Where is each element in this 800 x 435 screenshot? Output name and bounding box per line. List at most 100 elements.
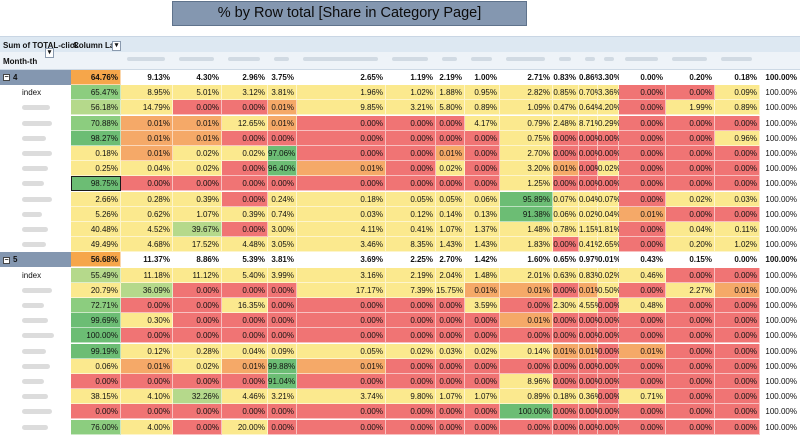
value-cell[interactable]: 97.06% <box>268 146 297 161</box>
value-cell[interactable]: 0.01% <box>121 130 173 146</box>
value-cell[interactable]: 0.01% <box>465 282 500 298</box>
value-cell[interactable]: 1.25% <box>500 176 553 192</box>
value-cell[interactable]: 0.00% <box>465 404 500 420</box>
value-cell[interactable]: 0.00% <box>579 313 602 329</box>
value-cell[interactable]: 0.03% <box>715 191 760 207</box>
value-cell[interactable]: 0.00% <box>386 313 436 329</box>
value-cell[interactable]: 0.89% <box>465 100 500 116</box>
value-cell[interactable]: 0.00% <box>297 313 386 329</box>
value-cell[interactable]: 0.00% <box>436 419 465 435</box>
row-total-cell[interactable]: 100.00% <box>760 146 800 161</box>
table-row[interactable]: 76.00% 4.00% 0.00% 20.00% 0.00% 0.00% 0.00% 0.0… <box>0 419 800 435</box>
value-cell[interactable]: 20.00% <box>222 419 268 435</box>
value-cell[interactable]: 70.88% <box>71 115 121 131</box>
value-cell[interactable]: 0.02% <box>598 267 621 283</box>
value-cell[interactable]: 0.02% <box>173 146 222 161</box>
value-cell[interactable]: 0.00% <box>553 313 579 329</box>
value-cell[interactable]: 0.01% <box>500 282 553 298</box>
value-cell[interactable]: 91.38% <box>500 206 553 222</box>
value-cell[interactable]: 0.00% <box>297 115 386 131</box>
value-cell[interactable]: 0.00% <box>619 176 666 192</box>
row-label[interactable] <box>0 237 71 252</box>
value-cell[interactable]: 0.00% <box>297 419 386 435</box>
value-cell[interactable]: 0.04% <box>222 343 268 359</box>
value-cell[interactable]: 0.02% <box>598 161 621 177</box>
value-cell[interactable]: 1.37% <box>465 222 500 237</box>
value-cell[interactable]: 0.04% <box>579 191 602 207</box>
value-cell[interactable]: 0.00% <box>619 115 666 131</box>
group-label[interactable]: −5 <box>0 252 71 267</box>
value-cell[interactable]: 1.02% <box>386 85 436 101</box>
row-label[interactable] <box>0 420 71 435</box>
value-cell[interactable]: 0.03% <box>297 206 386 222</box>
value-cell[interactable]: 0.00% <box>619 313 666 329</box>
value-cell[interactable]: 0.00% <box>465 176 500 192</box>
table-row[interactable]: 72.71% 0.00% 0.00% 16.35% 0.00% 0.00% 0.00% 0.0… <box>0 298 800 313</box>
value-cell[interactable]: 0.00% <box>297 146 386 161</box>
value-cell[interactable]: 0.00% <box>666 130 715 146</box>
row-label[interactable] <box>0 131 71 146</box>
value-cell[interactable]: 0.00% <box>222 313 268 329</box>
value-cell[interactable]: 0.00% <box>579 404 602 420</box>
table-row[interactable]: 38.15% 4.10% 32.26% 4.46% 3.21% 3.74% 9.80% 1.0… <box>0 389 800 405</box>
value-cell[interactable]: 0.00% <box>598 404 621 420</box>
value-cell[interactable]: 0.00% <box>386 404 436 420</box>
value-cell[interactable]: 11.18% <box>121 267 173 283</box>
row-total-cell[interactable]: 100.00% <box>760 313 800 329</box>
value-cell[interactable]: 0.12% <box>386 206 436 222</box>
value-cell[interactable]: 0.15% <box>666 252 715 268</box>
value-cell[interactable]: 0.00% <box>715 358 760 374</box>
value-cell[interactable]: 0.04% <box>666 222 715 237</box>
value-cell[interactable]: 0.05% <box>297 343 386 359</box>
value-cell[interactable]: 0.00% <box>619 374 666 389</box>
value-cell[interactable]: 0.65% <box>553 252 579 268</box>
value-cell[interactable]: 0.00% <box>666 298 715 313</box>
table-row[interactable]: 98.75% 0.00% 0.00% 0.00% 0.00% 0.00% 0.00% 0.00… <box>0 176 800 192</box>
value-cell[interactable]: 5.40% <box>222 267 268 283</box>
value-cell[interactable]: 2.27% <box>666 282 715 298</box>
value-cell[interactable]: 0.00% <box>553 328 579 344</box>
group-row[interactable]: −4 64.76% 9.13% 4.30% 2.96% 3.75% 2.65% 1.19% 2.… <box>0 70 800 85</box>
value-cell[interactable]: 0.00% <box>268 176 297 192</box>
value-cell[interactable]: 0.00% <box>598 389 621 405</box>
value-cell[interactable]: 14.79% <box>121 100 173 116</box>
value-cell[interactable]: 1.60% <box>500 252 553 268</box>
value-cell[interactable]: 2.19% <box>386 267 436 283</box>
value-cell[interactable]: 0.00% <box>598 146 621 161</box>
value-cell[interactable]: 3.81% <box>268 85 297 101</box>
row-label[interactable] <box>0 344 71 359</box>
value-cell[interactable]: 0.01% <box>500 313 553 329</box>
value-cell[interactable]: 1.07% <box>465 389 500 405</box>
value-cell[interactable]: 0.00% <box>436 404 465 420</box>
value-cell[interactable]: 0.00% <box>386 130 436 146</box>
value-cell[interactable]: 0.00% <box>268 419 297 435</box>
value-cell[interactable]: 5.80% <box>436 100 465 116</box>
value-cell[interactable]: 0.28% <box>173 343 222 359</box>
value-cell[interactable]: 0.06% <box>465 191 500 207</box>
value-cell[interactable]: 0.00% <box>666 176 715 192</box>
row-total-cell[interactable]: 100.00% <box>760 85 800 101</box>
value-cell[interactable]: 0.07% <box>598 191 621 207</box>
value-cell[interactable]: 0.00% <box>553 282 579 298</box>
row-label[interactable] <box>0 222 71 237</box>
value-cell[interactable]: 0.11% <box>715 222 760 237</box>
value-cell[interactable]: 0.00% <box>598 358 621 374</box>
value-cell[interactable]: 0.01% <box>297 358 386 374</box>
value-cell[interactable]: 0.00% <box>619 146 666 161</box>
value-cell[interactable]: 11.12% <box>173 267 222 283</box>
row-label[interactable] <box>0 176 71 191</box>
value-cell[interactable]: 0.00% <box>465 130 500 146</box>
table-row[interactable]: 0.00% 0.00% 0.00% 0.00% 91.04% 0.00% 0.00% 0.00… <box>0 374 800 389</box>
value-cell[interactable]: 4.10% <box>121 389 173 405</box>
row-total-cell[interactable]: 100.00% <box>760 222 800 237</box>
value-cell[interactable]: 0.00% <box>579 328 602 344</box>
value-cell[interactable]: 0.00% <box>715 176 760 192</box>
value-cell[interactable]: 0.20% <box>666 70 715 85</box>
value-cell[interactable]: 0.83% <box>579 267 602 283</box>
value-cell[interactable]: 0.00% <box>500 358 553 374</box>
value-cell[interactable]: 0.00% <box>715 374 760 389</box>
value-cell[interactable]: 2.01% <box>500 267 553 283</box>
value-cell[interactable]: 0.00% <box>715 115 760 131</box>
value-cell[interactable]: 0.01% <box>619 206 666 222</box>
value-cell[interactable]: 0.00% <box>598 419 621 435</box>
